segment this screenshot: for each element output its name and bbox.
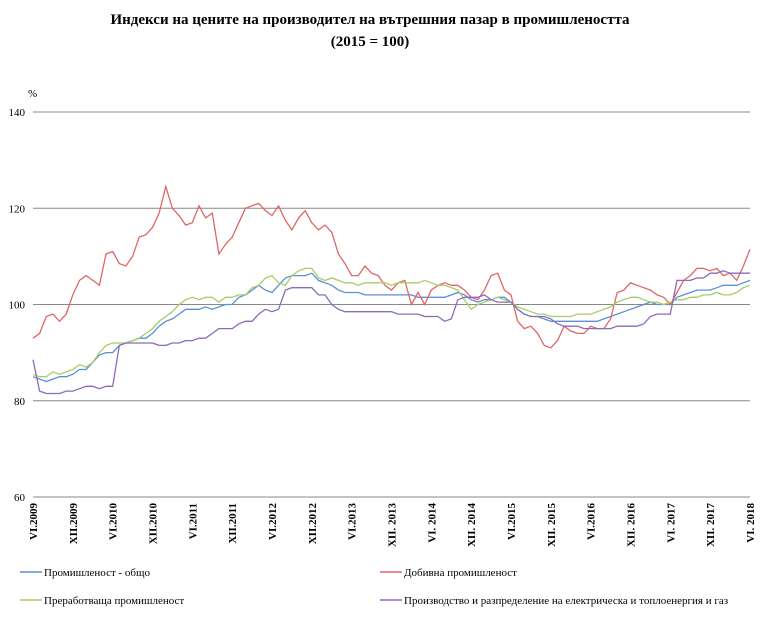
chart-title: Индекси на цените на производител на вът… [110,12,630,28]
x-tick-label: XII. 2015 [546,503,558,548]
x-tick-label: VI.2011 [187,503,199,539]
x-tick-label: VI. 2017 [665,503,677,543]
x-tick-label: VI.2016 [586,503,598,540]
x-tick-label: VI.2010 [108,503,120,540]
y-tick-label: 100 [9,300,26,312]
x-tick-label: XII.2009 [68,503,80,545]
series-line [32,270,750,395]
x-tick-label: VI.2009 [28,503,40,540]
y-tick-label: 60 [14,492,26,504]
x-tick-label: VI.2012 [267,503,279,540]
chart-subtitle: (2015 = 100) [331,34,410,50]
x-tick-label: VI.2015 [506,503,518,540]
y-tick-label: 80 [14,396,26,408]
legend-label: Добивна промишленост [404,567,517,579]
y-tick-label: 120 [9,203,26,215]
x-tick-label: XII.2011 [227,503,239,544]
series-line [32,184,751,349]
legend-label: Промишленост - общо [44,567,151,579]
x-tick-label: XII.2012 [307,503,319,545]
x-tick-label: XII. 2014 [466,503,478,548]
x-tick-label: VI.2013 [347,503,359,540]
series-line [32,267,751,378]
x-tick-label: VI. 2018 [745,503,757,543]
x-tick-label: VI. 2014 [426,503,438,543]
legend-label: Производство и разпределение на електрич… [404,595,728,607]
series-line [32,272,751,383]
x-tick-label: XII.2010 [148,503,160,545]
x-tick-label: XII. 2016 [626,503,638,548]
x-tick-label: XII. 2013 [387,503,399,548]
y-tick-label: 140 [9,107,26,119]
legend-label: Преработваща промишленост [44,595,184,607]
y-axis-label: % [28,88,37,100]
x-tick-label: XII. 2017 [705,503,717,548]
